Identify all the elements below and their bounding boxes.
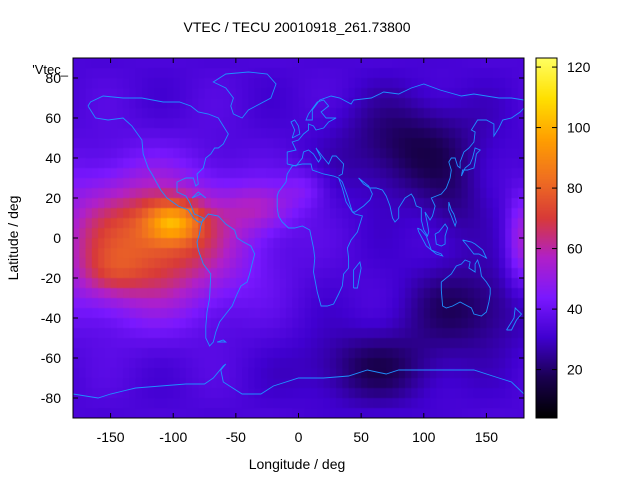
y-axis-label: Latitude / deg [5,196,21,281]
x-tick-label: 0 [295,429,303,445]
colorbar-tick-label: 100 [567,120,591,136]
colorbar-tick-label: 40 [567,301,583,317]
x-tick-label: 100 [412,429,436,445]
x-tick-label: -50 [226,429,246,445]
colorbar-tick-label: 60 [567,241,583,257]
colorbar-ticks: 20 40 60 80 100 120 [536,59,591,378]
colorbar-gradient [536,58,557,418]
colorbar-tick-label: 20 [567,362,583,378]
x-tick-label: 50 [353,429,369,445]
y-tick-label: -40 [41,310,61,326]
x-tick-label: 150 [475,429,499,445]
colorbar-tick-label: 120 [567,59,591,75]
coastline-segment [196,213,256,347]
x-axis: -150 -100 -50 0 50 100 150 [97,58,499,445]
y-tick-label: -80 [41,390,61,406]
legend-label: 'Vtec_ [32,62,68,77]
x-axis-label: Longitude / deg [249,456,346,472]
y-tick-label: 40 [45,150,61,166]
coastline-segment [191,191,207,199]
coastline-segment [73,363,524,399]
colorbar-frame [535,57,558,419]
x-tick-label: -100 [159,429,187,445]
y-tick-label: 0 [53,230,61,246]
coastline-segment [462,239,488,260]
y-tick-label: 20 [45,190,61,206]
coastline-segment [338,107,524,238]
y-tick-label: 60 [45,110,61,126]
heatmap-layer [73,58,524,418]
coastline-segment [290,119,301,139]
chart-title: VTEC / TECU 20010918_261.73800 [183,19,410,35]
coastline-segment [440,258,491,317]
coastline-segment [87,95,229,223]
coastline-segment [434,223,449,247]
coastline-segment [287,147,345,177]
coastline-segment [286,83,524,164]
y-axis: -80 -60 -40 -20 0 20 40 60 80 [41,70,524,406]
colorbar: 20 40 60 80 100 120 [535,57,591,419]
y-tick-label: -60 [41,350,61,366]
coastline-segment [506,307,523,331]
coastline-segment [448,201,457,228]
vtec-heatmap-image [73,58,524,418]
coastline-segment [212,71,277,119]
colorbar-tick-label: 80 [567,180,583,196]
y-tick-label: 80 [45,70,61,86]
coastline-segment [216,339,228,343]
y-tick-label: -20 [41,270,61,286]
coastline-segment [276,163,363,307]
coastline-segment [431,249,444,257]
coastline-overlay [73,71,524,399]
coastline-segment [460,147,481,177]
coastline-segment [353,260,362,289]
x-tick-label: -150 [97,429,125,445]
